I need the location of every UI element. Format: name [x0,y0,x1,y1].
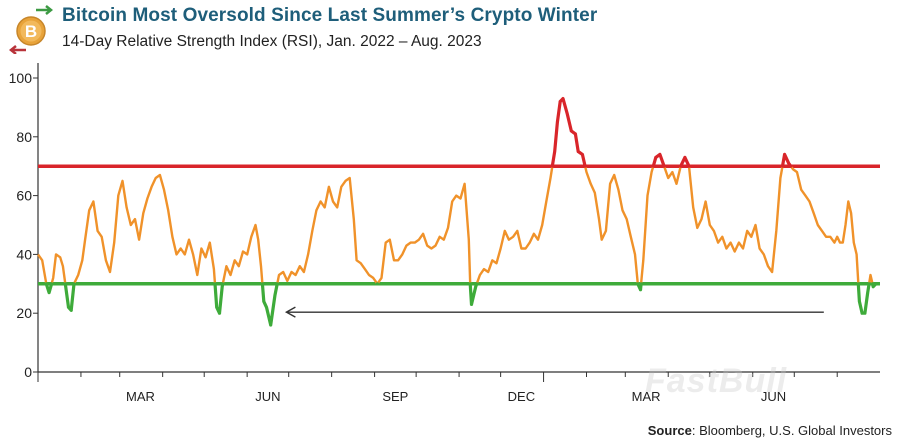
y-tick-label: 80 [16,129,32,145]
x-tick-label: JUN [761,389,786,404]
arrow-head [284,306,296,318]
y-tick-label: 60 [16,188,32,204]
bitcoin-exchange-icon: B [8,5,54,54]
svg-text:B: B [25,22,37,41]
reference-lines [38,164,880,286]
x-tick-label: MAR [126,389,155,404]
rsi-series [37,97,878,327]
x-axis: MAR JUN SEP DEC MAR JUN [37,371,880,404]
chart-title: Bitcoin Most Oversold Since Last Summer’… [62,5,598,26]
x-tick-label: MAR [632,389,661,404]
rsi-line [37,97,877,327]
watermark: FastBull [645,362,788,400]
source-label: Source [647,423,692,438]
overbought-segments [550,97,793,168]
y-tick-label: 40 [16,246,32,262]
x-tick-label: DEC [508,389,535,404]
y-tick-label: 0 [24,364,32,380]
source-note: Source: Bloomberg, U.S. Global Investors [648,423,892,438]
x-tick-label: JUN [255,389,280,404]
annotation-arrow [284,306,824,318]
y-tick-label: 100 [9,70,33,86]
oversold-segments [44,282,878,327]
y-axis: 0 20 40 60 80 100 [9,63,39,380]
source-text: : Bloomberg, U.S. Global Investors [691,423,892,438]
x-tick-label: SEP [382,389,408,404]
chart-subtitle: 14-Day Relative Strength Index (RSI), Ja… [62,33,482,50]
y-tick-label: 20 [16,305,32,321]
